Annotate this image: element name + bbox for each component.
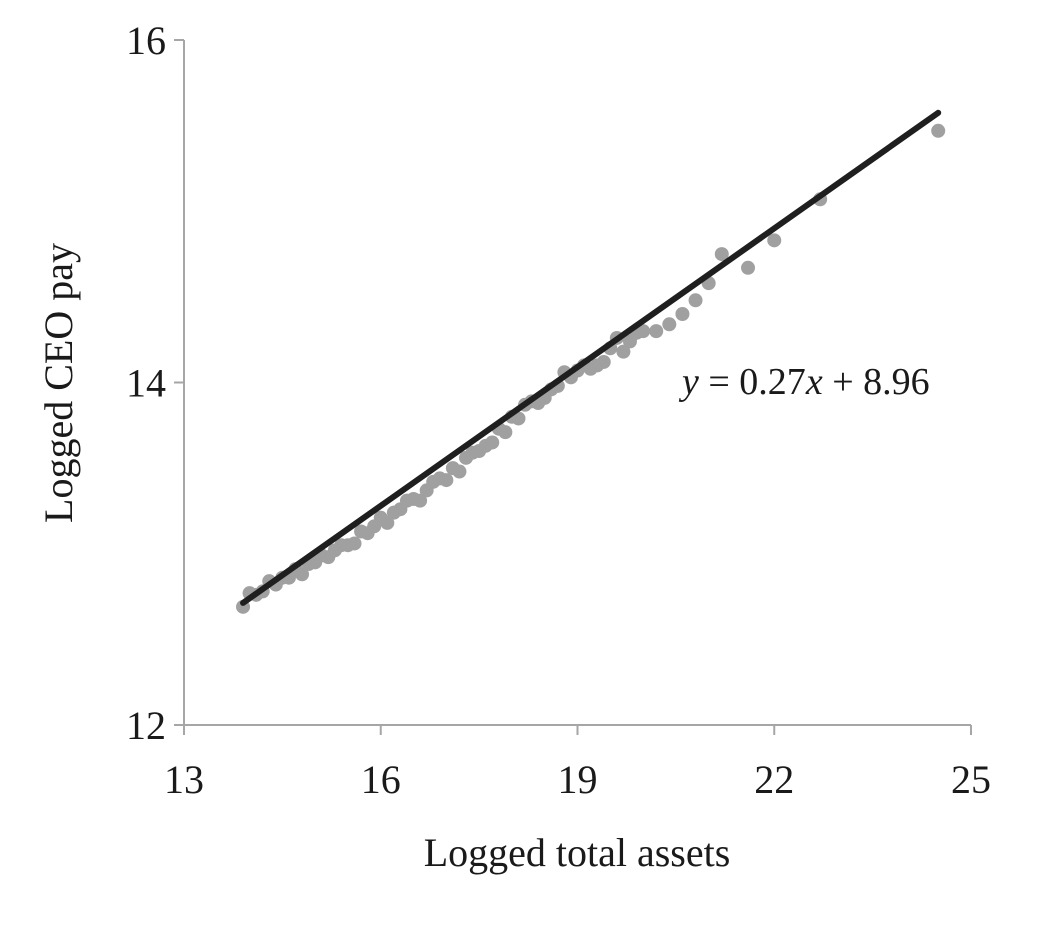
regression-equation: y = 0.27x + 8.96 [678, 361, 930, 403]
equation-y-var: y [678, 361, 699, 403]
data-point [452, 464, 467, 479]
data-point [616, 344, 631, 359]
data-point [295, 567, 310, 582]
data-point [596, 354, 611, 369]
x-tick-label: 16 [361, 757, 401, 802]
y-tick-label: 14 [126, 361, 166, 406]
data-point [714, 247, 729, 262]
axes-layer: 12 14 16 13 16 19 22 25 [126, 18, 991, 802]
data-point [662, 317, 677, 332]
data-point [688, 293, 703, 308]
equation-tail: + 8.96 [823, 361, 930, 403]
fit-line [240, 109, 942, 606]
x-tick-label: 25 [951, 757, 991, 802]
equation-mid: = 0.27 [699, 361, 806, 403]
data-point [741, 260, 756, 275]
data-point [636, 324, 651, 339]
data-point [498, 425, 513, 440]
data-point [931, 123, 946, 138]
data-point [413, 493, 428, 508]
y-tick-label: 16 [126, 18, 166, 63]
data-point [767, 233, 782, 248]
x-tick-label: 13 [164, 757, 204, 802]
y-tick-label: 12 [126, 703, 166, 748]
x-axis-title: Logged total assets [424, 830, 731, 875]
data-point [439, 473, 454, 488]
y-axis-title: Logged CEO pay [36, 243, 81, 523]
data-point [347, 536, 362, 551]
fit-layer [240, 109, 942, 606]
x-tick-label: 22 [754, 757, 794, 802]
data-point [485, 435, 500, 450]
data-point [649, 324, 664, 339]
data-point [675, 307, 690, 321]
equation-x-var: x [805, 361, 823, 403]
data-point [380, 515, 395, 530]
data-point [511, 411, 526, 426]
x-tick-label: 19 [558, 757, 598, 802]
